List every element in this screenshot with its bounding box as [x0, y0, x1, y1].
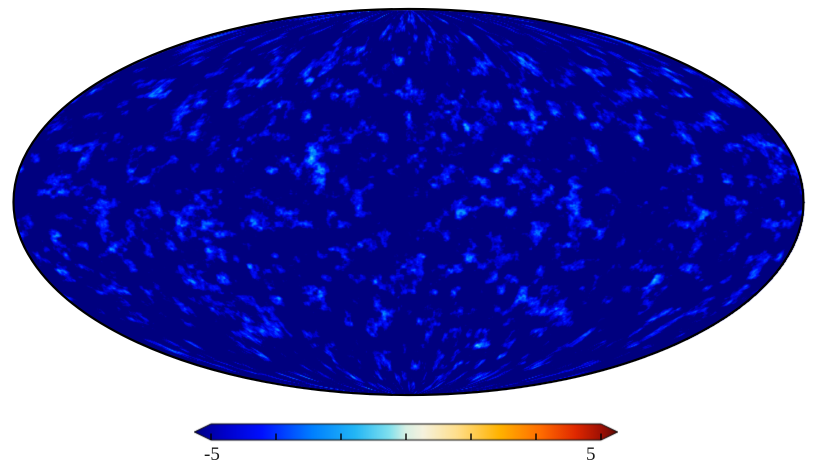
colorbar-gradient: [194, 420, 618, 446]
colorbar-min-label: -5: [204, 444, 220, 465]
colorbar[interactable]: -5 5: [194, 420, 618, 474]
sky-map: [11, 7, 806, 397]
sky-map-canvas: [11, 7, 806, 397]
colorbar-max-label: 5: [586, 444, 596, 465]
